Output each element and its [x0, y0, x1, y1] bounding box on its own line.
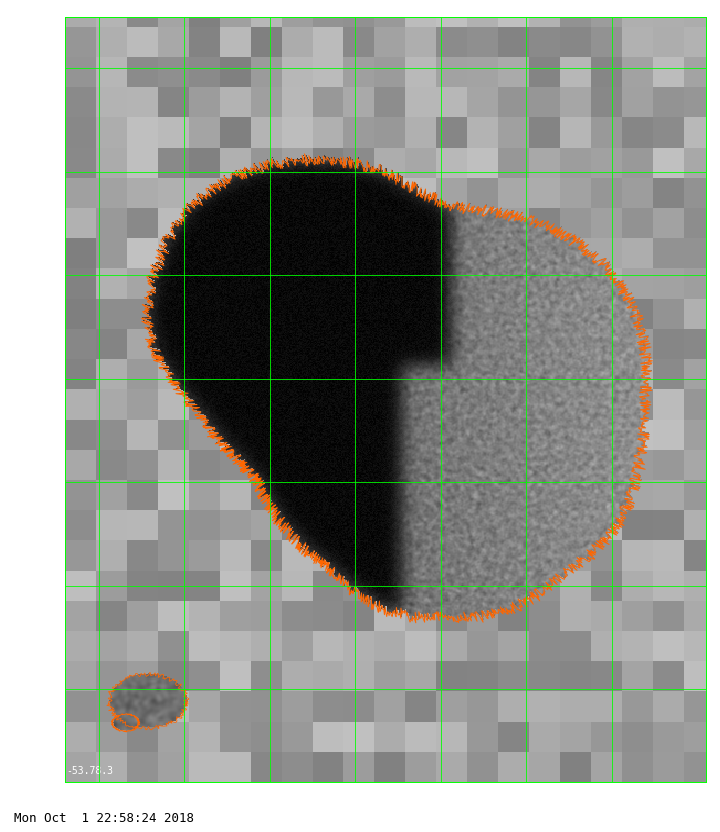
- Text: Mon Oct  1 22:58:24 2018: Mon Oct 1 22:58:24 2018: [14, 812, 194, 825]
- Text: -53.78.3: -53.78.3: [66, 766, 114, 776]
